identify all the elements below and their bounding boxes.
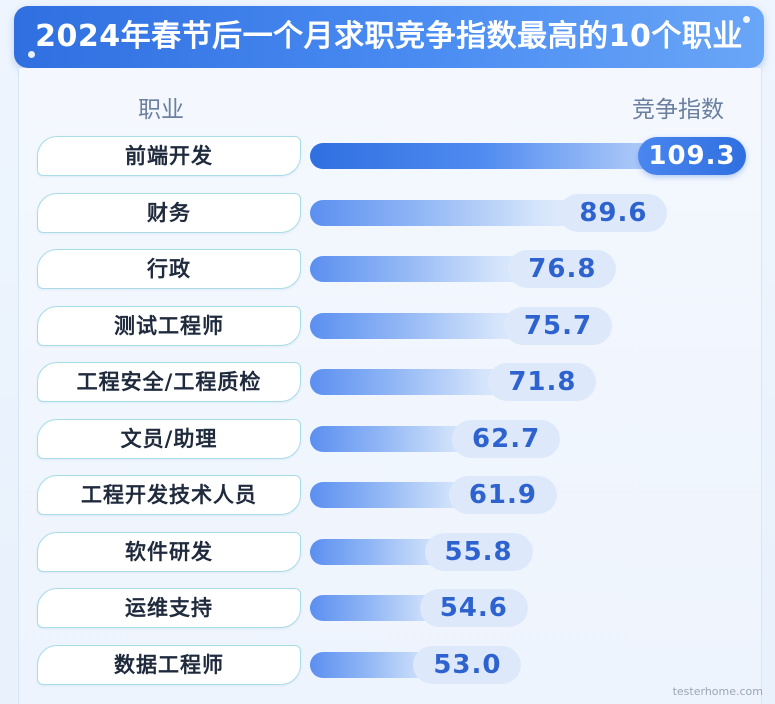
- data-label: 109.3: [648, 141, 736, 171]
- category-label: 数据工程师: [114, 652, 224, 677]
- bar-row: 前端开发 109.3: [0, 136, 775, 176]
- category-label: 运维支持: [125, 596, 213, 620]
- category-label-box: 前端开发: [37, 136, 301, 176]
- value-pill: 75.7: [503, 306, 612, 345]
- value-pill: 62.7: [452, 419, 561, 458]
- data-label: 55.8: [444, 536, 513, 567]
- bar-row: 行政 76.8: [0, 249, 775, 289]
- category-label: 文员/助理: [120, 426, 218, 451]
- category-label-box: 运维支持: [37, 588, 301, 628]
- category-label-box: 工程开发技术人员: [37, 475, 301, 515]
- y-axis-label: 职业: [138, 97, 184, 123]
- value-pill: 61.9: [448, 476, 557, 514]
- category-label-box: 财务: [37, 192, 301, 233]
- category-label: 工程安全/工程质检: [76, 370, 262, 394]
- category-label: 工程开发技术人员: [81, 483, 257, 507]
- value-pill: 76.8: [508, 250, 617, 288]
- chart-title: 2024年春节后一个月求职竞争指数最高的10个职业: [35, 19, 743, 54]
- category-label-box: 行政: [37, 249, 301, 289]
- category-label-box: 文员/助理: [37, 418, 301, 459]
- bar-row: 工程安全/工程质检 71.8: [0, 362, 775, 402]
- data-label: 75.7: [523, 310, 593, 341]
- value-pill: 71.8: [488, 363, 597, 401]
- value-pill: 89.6: [559, 193, 668, 232]
- bar-row: 软件研发 55.8: [0, 531, 775, 572]
- category-label: 财务: [147, 200, 191, 225]
- bar-row: 测试工程师 75.7: [0, 305, 775, 346]
- watermark: testerhome.com: [672, 685, 763, 698]
- bar-row: 工程开发技术人员 61.9: [0, 475, 775, 515]
- category-label-box: 数据工程师: [37, 644, 301, 685]
- data-label: 89.6: [579, 197, 648, 228]
- x-axis-label: 竞争指数: [632, 97, 724, 123]
- bar-row: 财务 89.6: [0, 192, 775, 233]
- category-label-box: 软件研发: [37, 531, 301, 572]
- bar-row: 运维支持 54.6: [0, 588, 775, 628]
- data-label: 71.8: [508, 367, 577, 397]
- data-label: 76.8: [528, 254, 597, 284]
- category-label-box: 工程安全/工程质检: [37, 362, 301, 402]
- data-label: 54.6: [439, 593, 508, 623]
- bar-row: 文员/助理 62.7: [0, 418, 775, 459]
- data-label: 61.9: [468, 480, 537, 510]
- value-pill: 54.6: [419, 589, 528, 627]
- data-label: 53.0: [433, 649, 502, 680]
- category-label: 前端开发: [125, 144, 213, 168]
- value-pill: 53.0: [413, 645, 522, 684]
- bar-row: 数据工程师 53.0: [0, 644, 775, 685]
- data-label: 62.7: [472, 423, 541, 454]
- category-label: 软件研发: [125, 539, 213, 564]
- title-banner: 2024年春节后一个月求职竞争指数最高的10个职业: [14, 6, 764, 68]
- category-label: 测试工程师: [114, 313, 224, 338]
- value-pill: 109.3: [638, 137, 746, 175]
- category-label: 行政: [147, 257, 191, 281]
- bar: [310, 143, 692, 169]
- category-label-box: 测试工程师: [37, 305, 301, 346]
- value-pill: 55.8: [424, 532, 533, 571]
